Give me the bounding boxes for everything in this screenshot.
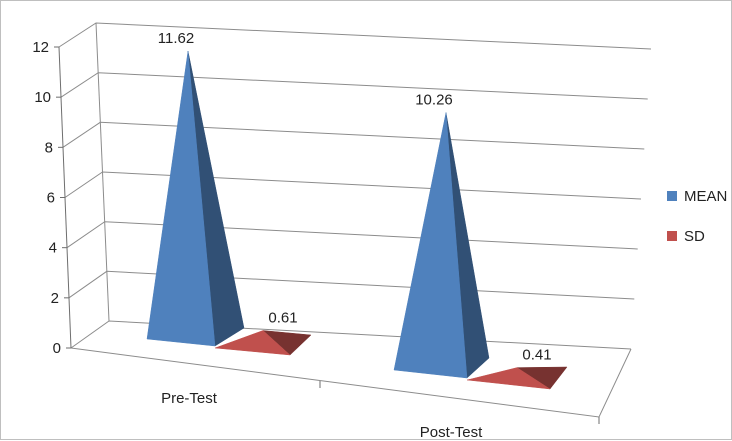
y-tick-label-6: 12 (32, 39, 49, 56)
y-tick-label-3: 6 (47, 190, 55, 207)
legend-label-mean: MEAN (684, 188, 727, 205)
pyramids (146, 50, 568, 390)
y-tick-labels: 0 2 4 6 8 10 12 (32, 39, 71, 357)
y-tick-label-1: 2 (51, 290, 59, 307)
category-labels: Pre-Test Post-Test (161, 390, 483, 441)
y-tick-label-5: 10 (34, 89, 51, 106)
data-label-pre-test-sd: 0.61 (268, 310, 297, 327)
gridline-2 (66, 221, 638, 250)
gridline-5 (60, 72, 648, 100)
data-labels: 11.62 10.26 0.61 0.41 (158, 30, 552, 364)
category-label-post-test: Post-Test (420, 424, 483, 441)
legend-swatch-mean (667, 191, 677, 201)
pyramid-front-pre-test-sd (214, 330, 291, 356)
y-tick-label-2: 4 (49, 240, 57, 257)
legend: MEAN SD (667, 188, 727, 245)
pyramid-front-post-test-mean (393, 112, 468, 379)
y-tick-label-4: 8 (45, 139, 53, 156)
category-label-pre-test: Pre-Test (161, 390, 218, 407)
gridline-4 (62, 121, 645, 150)
legend-label-sd: SD (684, 228, 705, 245)
gridline-3 (64, 171, 642, 200)
data-label-post-test-mean: 10.26 (415, 92, 453, 109)
back-wall-edge (95, 22, 110, 322)
pyramid-front-pre-test-mean (146, 50, 216, 347)
data-label-post-test-sd: 0.41 (522, 347, 551, 364)
legend-swatch-sd (667, 231, 677, 241)
y-tick-label-0: 0 (53, 340, 61, 357)
gridline-6 (58, 22, 652, 50)
pyramid-front-post-test-sd (466, 367, 551, 390)
data-label-pre-test-mean: 11.62 (158, 30, 194, 47)
gridlines (58, 22, 652, 350)
